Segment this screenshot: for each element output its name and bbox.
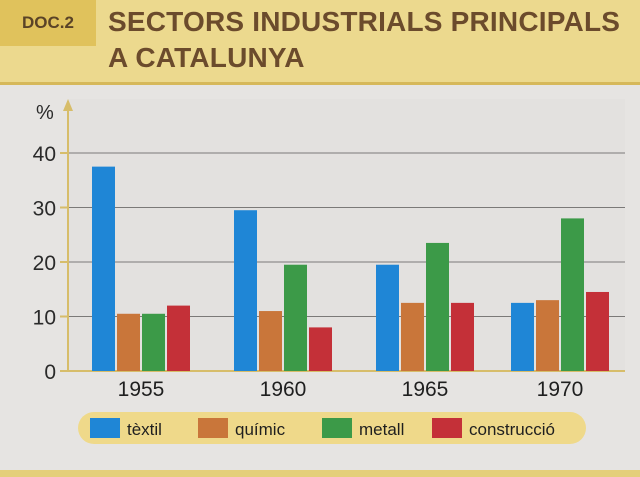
y-tick-label: 10 [33,307,56,330]
legend-swatch [432,418,462,438]
header-band: DOC.2 SECTORS INDUSTRIALS PRINCIPALS A C… [0,0,640,82]
x-tick-label: 1970 [537,378,584,401]
bar [309,327,332,371]
y-tick-label: 0 [44,361,56,384]
bar [167,305,190,371]
legend-label: construcció [469,420,555,439]
bar [561,218,584,371]
bar [259,311,282,371]
bottom-divider [0,470,640,477]
legend-swatch [322,418,352,438]
doc-label: DOC.2 [0,0,96,46]
bar [142,313,165,371]
legend-label: químic [235,420,286,439]
bar [284,264,307,371]
chart-title-line-2: A CATALUNYA [108,42,305,73]
x-tick-label: 1955 [118,378,165,401]
legend-swatch [198,418,228,438]
bar [511,302,534,371]
header-divider [0,82,640,85]
y-tick-label: 20 [33,252,56,275]
bar-chart: 0 10 20 30 40% 1955 1960 1965 1970 tèxtil químic me… [33,99,625,444]
y-tick-label: 40 [33,143,56,166]
x-tick-label: 1965 [402,378,449,401]
bar [234,210,257,371]
y-tick-label: 30 [33,198,56,221]
bar [536,300,559,371]
bar [586,291,609,371]
bar [376,264,399,371]
x-tick-label: 1960 [260,378,307,401]
y-axis-arrow [63,99,73,111]
bar [451,302,474,371]
bar [92,166,115,371]
bar [401,302,424,371]
chart-title-line-1: SECTORS INDUSTRIALS PRINCIPALS [108,6,621,37]
bar [426,242,449,371]
legend-swatch [90,418,120,438]
legend-label: tèxtil [127,420,162,439]
y-axis-label: % [36,102,54,124]
legend-label: metall [359,420,404,439]
bar [117,313,140,371]
